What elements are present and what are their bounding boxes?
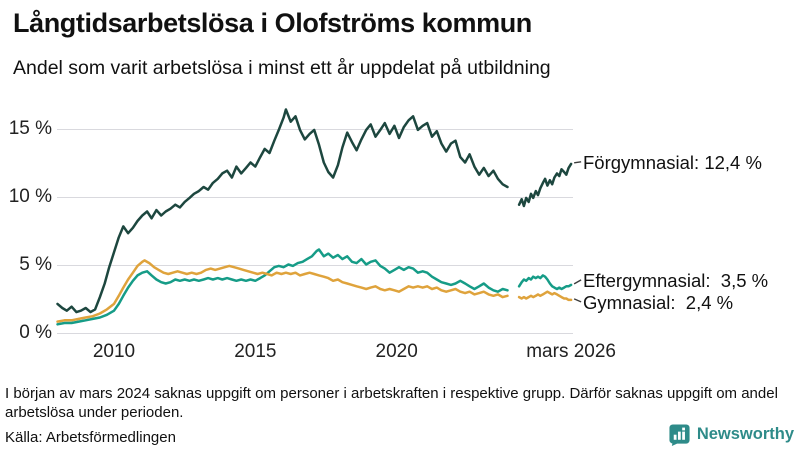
- y-tick-label-15: 15 %: [8, 117, 52, 139]
- chart-source: Källa: Arbetsförmedlingen: [5, 429, 176, 446]
- newsworthy-branding: Newsworthy: [668, 423, 794, 446]
- y-tick-label-0: 0 %: [19, 321, 52, 343]
- chart-footnote: I början av mars 2024 saknas uppgift om …: [5, 385, 778, 422]
- series-line-gymnasial-after-gap: [517, 290, 573, 302]
- y-tick-label-10: 10 %: [8, 185, 52, 207]
- series-end-label-forgymnasial: Förgymnasial: 12,4 %: [583, 151, 762, 173]
- series-line-gymnasial: [56, 259, 509, 323]
- series-end-label-eftergymnasial: Eftergymnasial: 3,5 %: [583, 269, 769, 291]
- logo-bar-medium: [677, 431, 681, 440]
- newsworthy-wordmark: Newsworthy: [696, 425, 794, 443]
- label-connector-forgymnasial: [574, 161, 582, 164]
- chart-title: Långtidsarbetslösa i Olofströms kommun: [13, 8, 532, 38]
- chart-subtitle: Andel som varit arbetslösa i minst ett å…: [13, 57, 551, 79]
- series-end-label-gymnasial: Gymnasial: 2,4 %: [583, 291, 734, 313]
- y-tick-label-5: 5 %: [19, 253, 52, 275]
- x-tick-label-0: 2010: [92, 341, 136, 362]
- logo-exclamation-dot: [681, 427, 685, 431]
- x-tick-label-3: mars 2026: [526, 341, 617, 362]
- series-line-eftergymnasial-after-gap: [517, 274, 573, 291]
- x-tick-label-2: 2020: [375, 341, 418, 362]
- series-line-forgymnasial: [56, 108, 509, 314]
- label-connector-gymnasial: [573, 298, 582, 303]
- series-line-forgymnasial-after-gap: [517, 162, 573, 208]
- series-line-eftergymnasial: [56, 248, 509, 326]
- label-connector-eftergymnasial: [573, 279, 582, 285]
- newsworthy-logo-icon: [669, 424, 690, 446]
- logo-bar-short: [673, 434, 677, 440]
- logo-bar-tall: [681, 431, 685, 440]
- x-tick-label-1: 2015: [234, 341, 277, 362]
